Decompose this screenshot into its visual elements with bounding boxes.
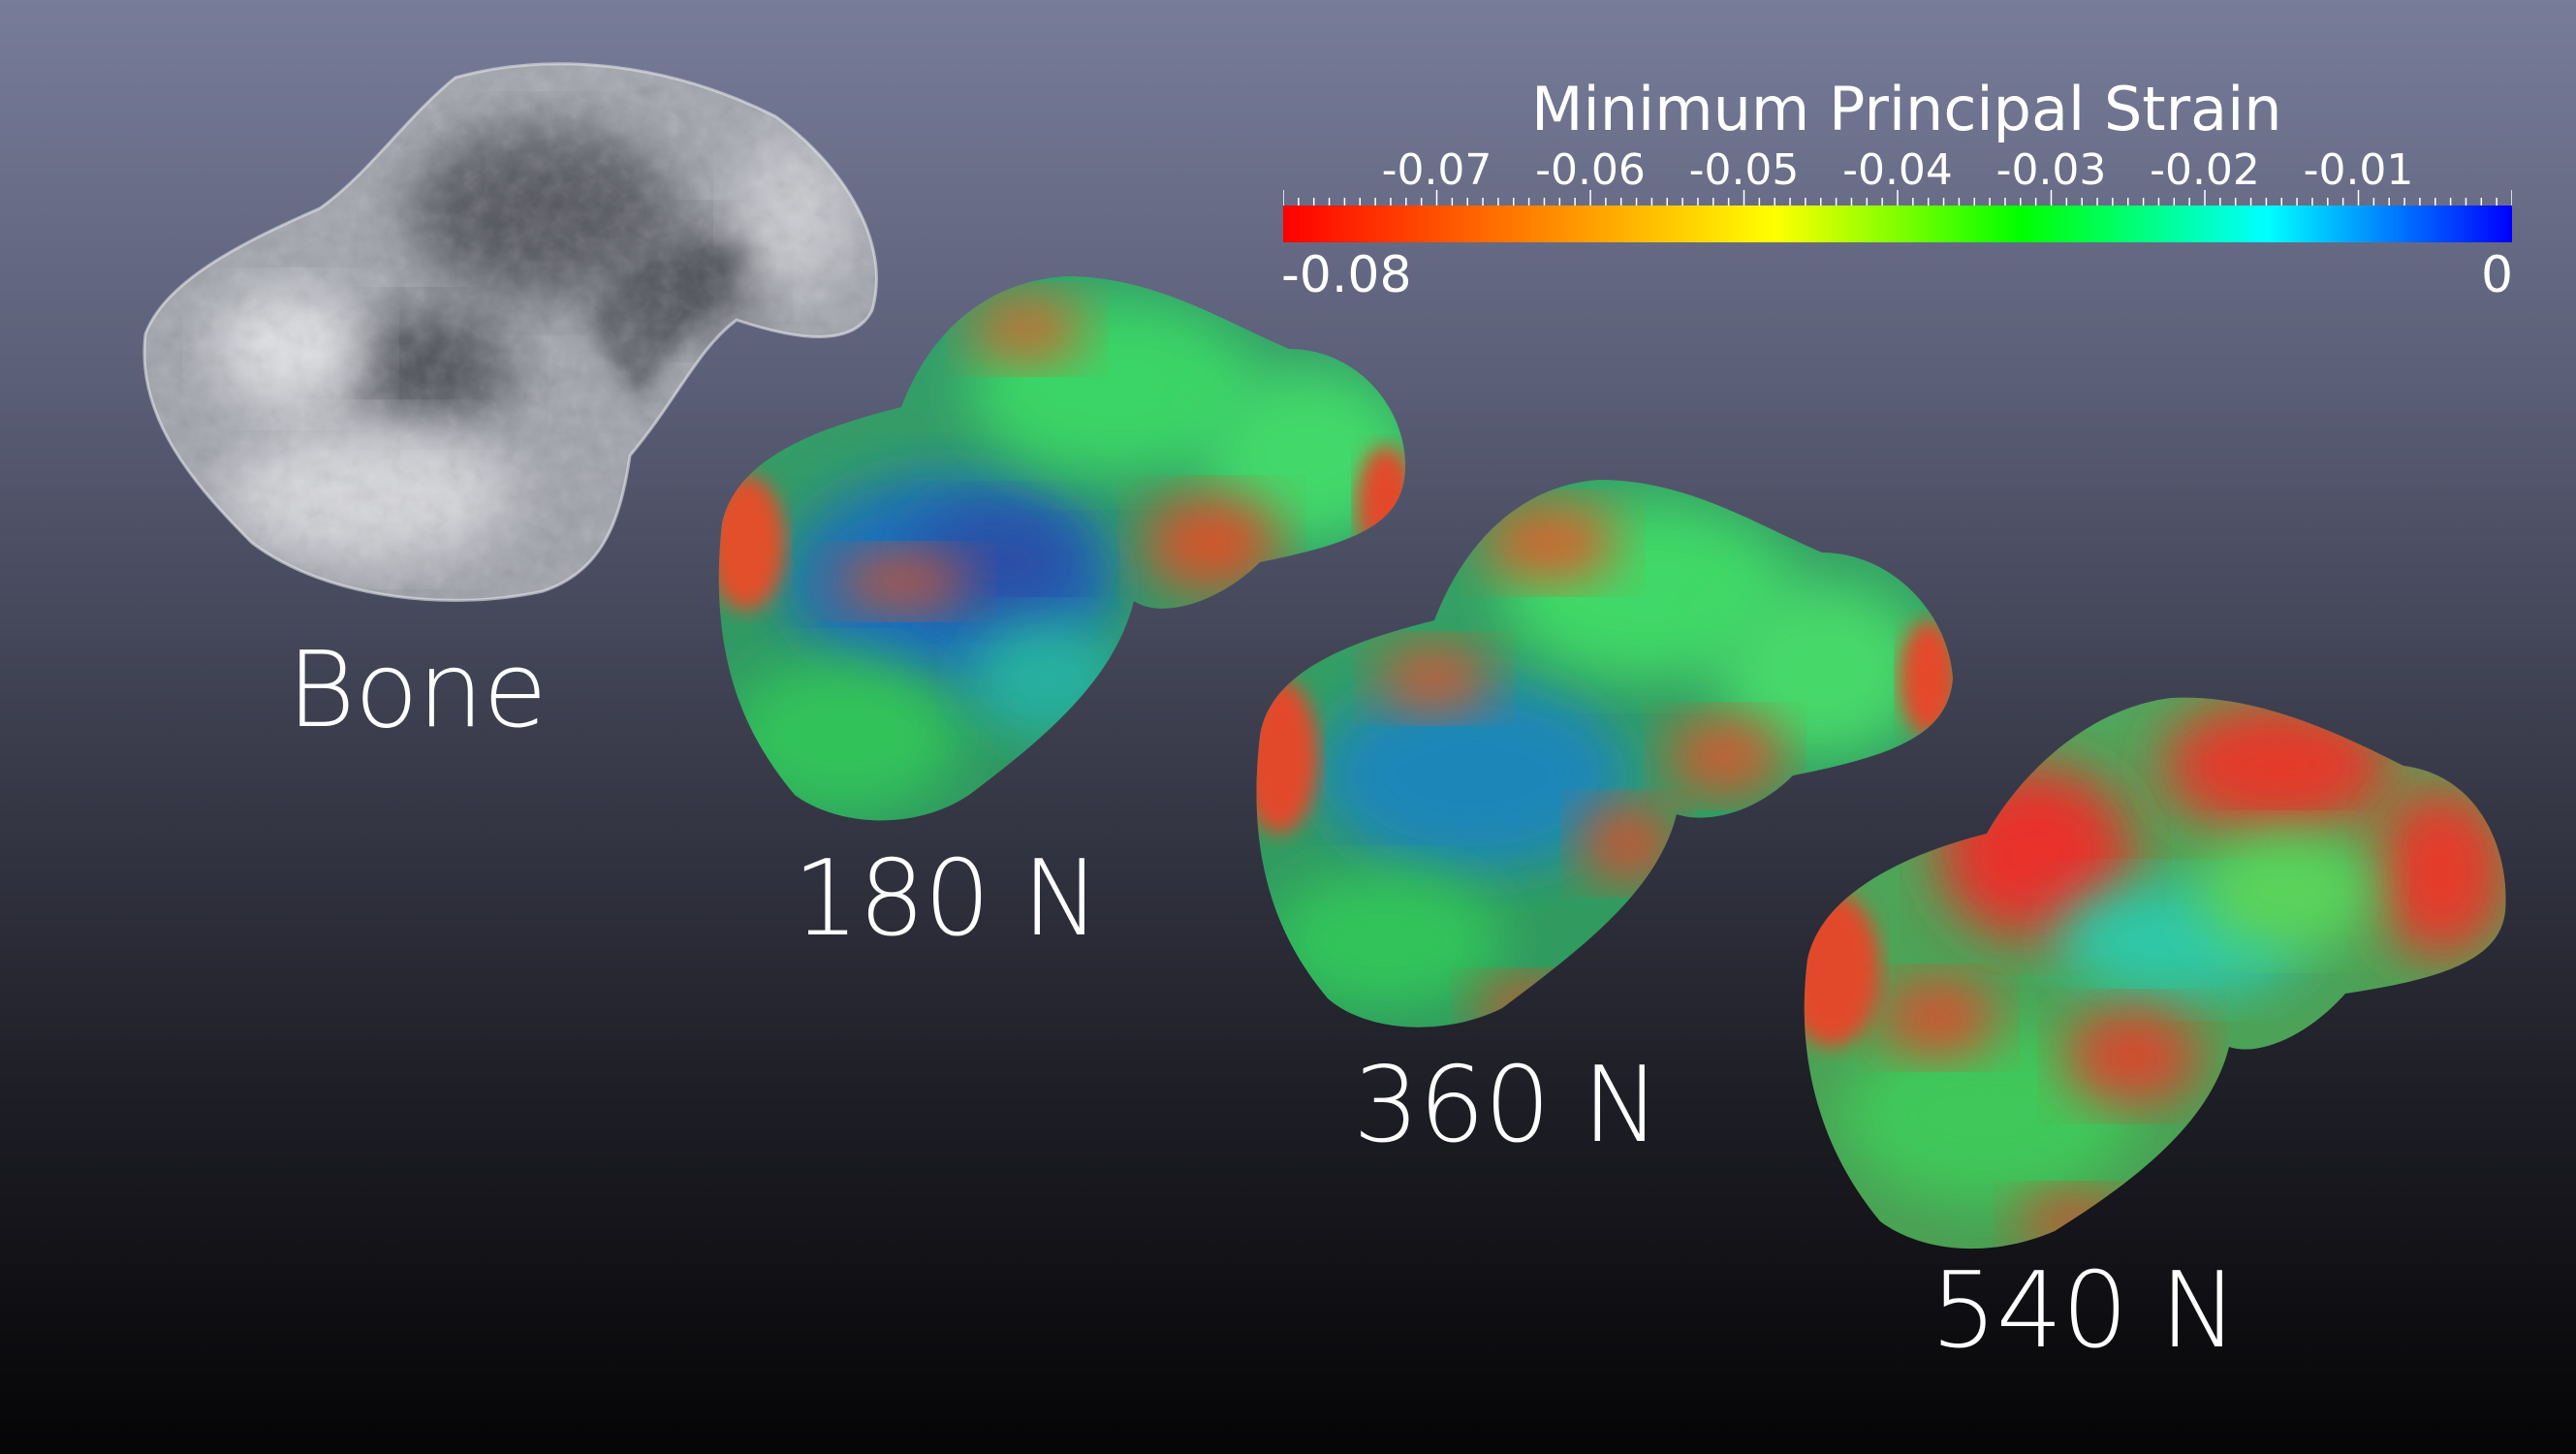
strain-model-360n xyxy=(1256,480,1953,1027)
legend-tick-label: -0.02 xyxy=(2150,145,2260,195)
label-360n: 360 N xyxy=(1353,1045,1660,1166)
legend-max-label: 0 xyxy=(2481,246,2514,304)
label-540n: 540 N xyxy=(1931,1250,2238,1372)
legend-min-label: -0.08 xyxy=(1281,246,1412,304)
legend-tick-label: -0.06 xyxy=(1535,145,1646,195)
legend-tick-label: -0.03 xyxy=(1995,145,2107,195)
strain-model-540n xyxy=(1804,697,2506,1249)
strain-model-180n xyxy=(718,276,1405,821)
legend-tick-label: -0.07 xyxy=(1381,145,1492,195)
label-180n: 180 N xyxy=(793,838,1100,960)
legend-tick-label: -0.05 xyxy=(1688,145,1800,195)
legend-tick-label: -0.04 xyxy=(1842,145,1953,195)
label-bone: Bone xyxy=(287,630,548,751)
color-legend: Minimum Principal Strain -0.07 -0.06 -0.05… xyxy=(0,0,2576,330)
legend-title: Minimum Principal Strain xyxy=(1531,74,2282,144)
legend-tick-label: -0.01 xyxy=(2303,145,2414,195)
colorbar xyxy=(1283,205,2512,242)
